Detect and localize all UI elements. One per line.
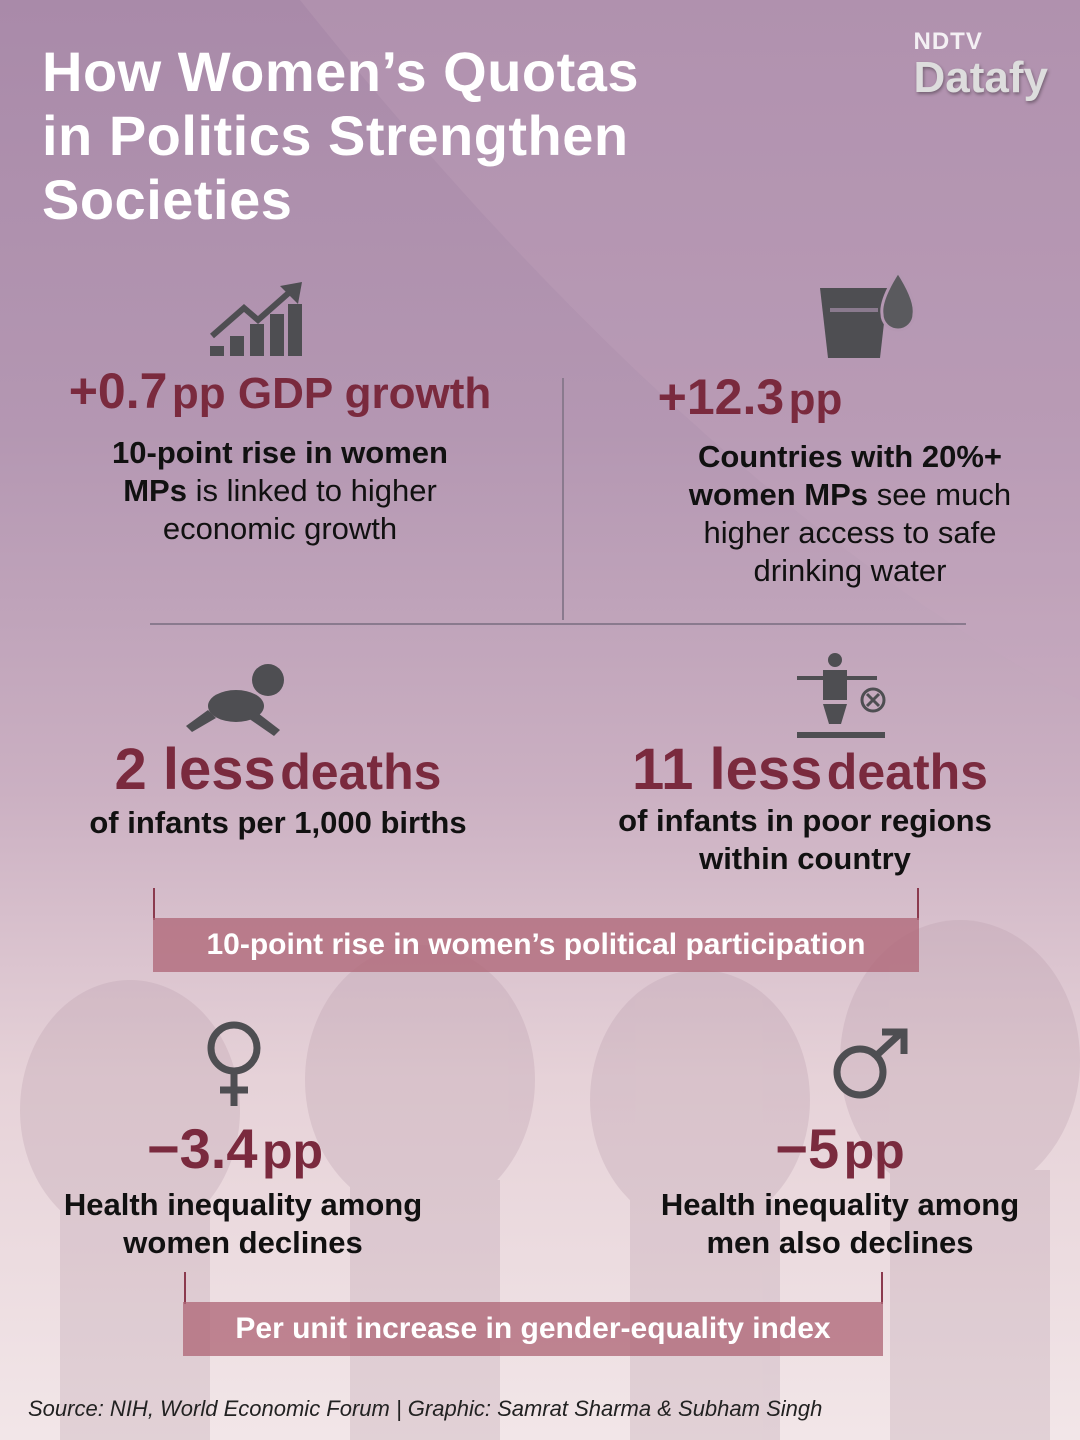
desc-bold: 10-point rise in women MPs xyxy=(112,435,448,508)
stat-number: +0.7 xyxy=(68,363,168,419)
stat-unit: pp xyxy=(261,1123,324,1179)
stat-number: −5 xyxy=(775,1117,840,1180)
stat-description: of infants in poor regions within countr… xyxy=(618,803,992,876)
stat-number: −3.4 xyxy=(146,1117,258,1180)
stat-description: of infants per 1,000 births xyxy=(89,805,467,840)
bracket-label: 10-point rise in women’s political parti… xyxy=(153,918,919,972)
title-line: How Women’s Quotas xyxy=(42,40,640,103)
logo-top: NDTV xyxy=(913,28,983,55)
stat-value: −3.4 pp xyxy=(0,1116,485,1181)
logo: NDTV Datafy xyxy=(914,28,1049,100)
bracket-line xyxy=(184,1272,186,1304)
stat-description: Health inequality among men also decline… xyxy=(660,1187,1020,1260)
stat-unit: deaths xyxy=(280,744,442,800)
title: How Women’s Quotas in Politics Strengthe… xyxy=(42,40,639,232)
desc-text: see much higher access to safe drinking … xyxy=(703,477,1012,588)
logo-main: Datafy xyxy=(913,53,1049,102)
stat-value: 11 less deaths xyxy=(560,736,1060,803)
bracket-line xyxy=(881,1272,883,1304)
stat-unit: pp xyxy=(788,375,843,424)
stat-unit: deaths xyxy=(826,744,988,800)
baby-icon xyxy=(186,664,284,736)
stat-unit: pp xyxy=(843,1123,905,1179)
female-icon xyxy=(207,1021,261,1106)
vertical-divider xyxy=(562,378,564,620)
title-line: Societies xyxy=(42,168,293,231)
bracket-line xyxy=(153,888,155,920)
stat-description: Health inequality among women declines xyxy=(63,1187,423,1260)
growth-icon xyxy=(210,282,302,356)
bracket-line xyxy=(917,888,919,920)
horizontal-divider xyxy=(150,623,966,625)
desc-text: is linked to higher economic growth xyxy=(162,473,437,546)
title-line: in Politics Strengthen xyxy=(42,104,629,167)
male-icon xyxy=(833,1028,908,1099)
desc-bold: Countries with 20%+ women MPs xyxy=(688,439,1003,512)
stat-unit: pp GDP growth xyxy=(171,369,492,418)
stat-value: −5 pp xyxy=(590,1116,1080,1181)
stat-description: 10-point rise in women MPs is linked to … xyxy=(90,434,470,548)
stat-number: 11 less xyxy=(632,737,823,802)
bracket-label: Per unit increase in gender-equality ind… xyxy=(183,1302,883,1356)
stat-number: +12.3 xyxy=(657,369,785,425)
source: Source: NIH, World Economic Forum | Grap… xyxy=(28,1396,823,1421)
stat-value: 2 less deaths xyxy=(28,736,528,803)
stat-number: 2 less xyxy=(114,737,276,802)
stat-value: +0.7 pp GDP growth xyxy=(30,362,530,420)
poverty-icon xyxy=(797,653,886,738)
stat-description: Countries with 20%+ women MPs see much h… xyxy=(650,438,1050,590)
stat-value: +12.3 pp xyxy=(500,368,1000,426)
water-icon xyxy=(820,270,916,358)
